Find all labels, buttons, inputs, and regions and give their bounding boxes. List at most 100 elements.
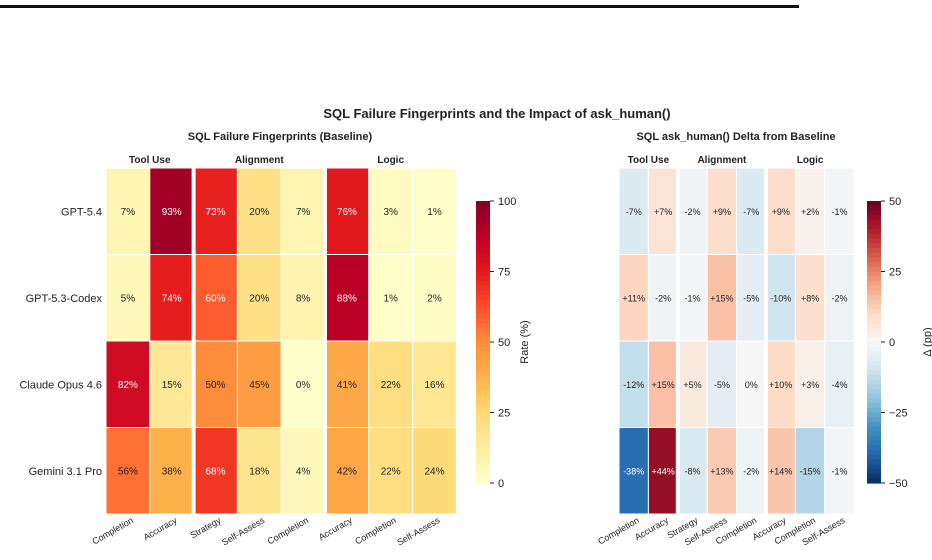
delta-cell-label: +5% bbox=[683, 380, 701, 390]
delta-cell-label: +9% bbox=[772, 207, 790, 217]
baseline-colorbar-segment bbox=[476, 445, 490, 451]
baseline-column-label: Strategy bbox=[188, 515, 222, 541]
delta-colorbar-segment bbox=[867, 464, 881, 470]
delta-colorbar-segment bbox=[867, 403, 881, 409]
baseline-colorbar-segment bbox=[476, 374, 490, 381]
delta-colorbar-tick-label: −25 bbox=[889, 408, 908, 420]
baseline-cell-label: 7% bbox=[121, 207, 136, 218]
delta-colorbar-segment bbox=[867, 445, 881, 451]
baseline-cell-label: 74% bbox=[162, 293, 182, 304]
baseline-column-label: Completion bbox=[266, 515, 310, 546]
delta-cell-label: -12% bbox=[623, 380, 644, 390]
baseline-colorbar-segment bbox=[476, 295, 490, 301]
delta-cell bbox=[677, 427, 708, 515]
delta-colorbar-segment bbox=[867, 285, 881, 291]
baseline-cell-label: 42% bbox=[337, 466, 357, 477]
delta-cell-label: -5% bbox=[714, 380, 730, 390]
baseline-colorbar-segment bbox=[476, 309, 490, 315]
delta-cell-label: -8% bbox=[684, 466, 700, 476]
delta-cell-label: +11% bbox=[622, 293, 645, 303]
delta-colorbar-segment bbox=[867, 440, 881, 446]
delta-cell bbox=[618, 340, 649, 428]
baseline-cell bbox=[236, 340, 282, 428]
baseline-colorbar-segment bbox=[476, 201, 490, 207]
delta-cell-label: -7% bbox=[626, 207, 642, 217]
baseline-cell bbox=[412, 340, 457, 428]
baseline-column-label: Self-Assess bbox=[220, 515, 267, 548]
delta-cell-label: +7% bbox=[654, 207, 672, 217]
delta-colorbar-segment bbox=[867, 257, 881, 263]
baseline-cell bbox=[280, 340, 326, 428]
baseline-colorbar-segment bbox=[476, 464, 490, 470]
baseline-cell-label: 38% bbox=[162, 466, 182, 477]
delta-group-label: Alignment bbox=[697, 155, 747, 166]
baseline-cell-label: 56% bbox=[118, 466, 138, 477]
baseline-cell bbox=[236, 427, 282, 515]
baseline-cell-label: 1% bbox=[383, 293, 398, 304]
baseline-colorbar-segment bbox=[476, 205, 490, 211]
delta-group-label: Tool Use bbox=[628, 155, 670, 166]
delta-colorbar-segment bbox=[867, 299, 881, 305]
baseline-colorbar-segment bbox=[476, 285, 490, 291]
top-rule bbox=[0, 5, 799, 8]
delta-colorbar-segment bbox=[867, 313, 881, 320]
delta-cell-label: +8% bbox=[801, 293, 819, 303]
baseline-column-label: Completion bbox=[90, 515, 134, 546]
delta-colorbar-segment bbox=[867, 243, 881, 249]
baseline-cell bbox=[149, 167, 195, 255]
delta-colorbar-segment bbox=[867, 233, 881, 240]
baseline-colorbar-segment bbox=[476, 379, 490, 385]
baseline-colorbar-segment bbox=[476, 323, 490, 329]
baseline-colorbar-segment bbox=[476, 342, 490, 348]
baseline-cell bbox=[368, 254, 414, 342]
delta-colorbar-segment bbox=[867, 417, 881, 423]
baseline-cell bbox=[280, 427, 326, 515]
delta-cell-label: -38% bbox=[623, 466, 644, 476]
delta-colorbar-segment bbox=[867, 346, 881, 352]
row-label: GPT-5.4 bbox=[61, 206, 102, 218]
delta-colorbar-segment bbox=[867, 224, 881, 230]
baseline-colorbar-segment bbox=[476, 229, 490, 235]
baseline-column-label: Accuracy bbox=[317, 515, 354, 542]
delta-colorbar-segment bbox=[867, 450, 881, 456]
baseline-cell-label: 16% bbox=[424, 380, 444, 391]
delta-colorbar-segment bbox=[867, 266, 881, 273]
baseline-colorbar-segment bbox=[476, 426, 490, 432]
row-label: Gemini 3.1 Pro bbox=[29, 466, 102, 478]
baseline-colorbar-tick-label: 75 bbox=[498, 267, 510, 279]
baseline-colorbar-segment bbox=[476, 365, 490, 371]
baseline-cell-label: 0% bbox=[296, 380, 311, 391]
delta-cell-label: +3% bbox=[801, 380, 819, 390]
baseline-colorbar-segment bbox=[476, 215, 490, 221]
baseline-group-label: Logic bbox=[377, 155, 404, 166]
delta-colorbar-tick-label: 0 bbox=[889, 337, 895, 349]
baseline-colorbar-segment bbox=[476, 271, 490, 277]
delta-colorbar-segment bbox=[867, 478, 881, 484]
delta-colorbar-segment bbox=[867, 468, 881, 475]
baseline-colorbar-segment bbox=[476, 360, 490, 367]
baseline-colorbar-segment bbox=[476, 266, 490, 273]
baseline-colorbar-segment bbox=[476, 478, 490, 484]
delta-colorbar-segment bbox=[867, 280, 881, 287]
delta-colorbar-segment bbox=[867, 238, 881, 244]
delta-colorbar-segment bbox=[867, 201, 881, 207]
baseline-cell-label: 22% bbox=[381, 380, 401, 391]
baseline-colorbar-segment bbox=[476, 393, 490, 399]
baseline-colorbar-segment bbox=[476, 224, 490, 230]
baseline-cell bbox=[149, 254, 195, 342]
delta-colorbar-segment bbox=[867, 407, 881, 414]
delta-cell-label: +2% bbox=[801, 207, 819, 217]
delta-cell-label: +9% bbox=[713, 207, 731, 217]
baseline-cell bbox=[412, 167, 457, 255]
baseline-colorbar-segment bbox=[476, 436, 490, 442]
delta-colorbar-segment bbox=[867, 318, 881, 324]
baseline-colorbar-segment bbox=[476, 450, 490, 456]
baseline-colorbar-segment bbox=[476, 431, 490, 437]
delta-cell-label: +14% bbox=[769, 466, 792, 476]
delta-cell bbox=[647, 254, 679, 342]
delta-column-label: Completion bbox=[596, 515, 640, 546]
delta-colorbar-segment bbox=[867, 436, 881, 442]
baseline-colorbar-segment bbox=[476, 262, 490, 268]
baseline-colorbar-segment bbox=[476, 473, 490, 479]
delta-cell-label: -2% bbox=[831, 293, 847, 303]
